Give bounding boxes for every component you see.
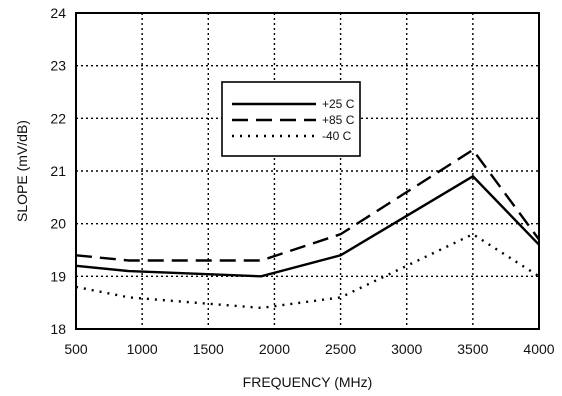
y-tick-label: 23 <box>50 58 66 74</box>
y-tick-label: 18 <box>50 321 66 337</box>
plot-frame <box>75 12 540 330</box>
y-axis-label: SLOPE (mV/dB) <box>14 120 30 222</box>
x-tick-label: 4000 <box>523 341 554 357</box>
legend-label-2: +85 C <box>322 113 355 127</box>
x-tick-label: 3500 <box>457 341 488 357</box>
y-tick-label: 21 <box>50 163 66 179</box>
x-tick-label: 500 <box>64 341 88 357</box>
tick-labels: 500 1000 1500 2000 2500 3000 3500 4000 18 19 20 21 2… <box>50 5 554 357</box>
legend: +25 C +85 C -40 C <box>221 81 361 157</box>
series-line-2 <box>75 148 540 262</box>
x-axis-label: FREQUENCY (MHz) <box>243 374 373 390</box>
x-tick-label: 2000 <box>259 341 290 357</box>
y-tick-label: 22 <box>50 110 66 126</box>
series-line-1 <box>75 174 540 278</box>
y-tick-label: 24 <box>50 5 66 21</box>
x-tick-label: 3000 <box>391 341 422 357</box>
x-tick-label: 1500 <box>193 341 224 357</box>
legend-label-1: +25 C <box>322 97 355 111</box>
y-tick-label: 19 <box>50 268 66 284</box>
x-tick-label: 1000 <box>127 341 158 357</box>
legend-label-3: -40 C <box>322 129 352 143</box>
x-tick-label: 2500 <box>325 341 356 357</box>
series-lines <box>75 148 540 310</box>
y-tick-label: 20 <box>50 216 66 232</box>
